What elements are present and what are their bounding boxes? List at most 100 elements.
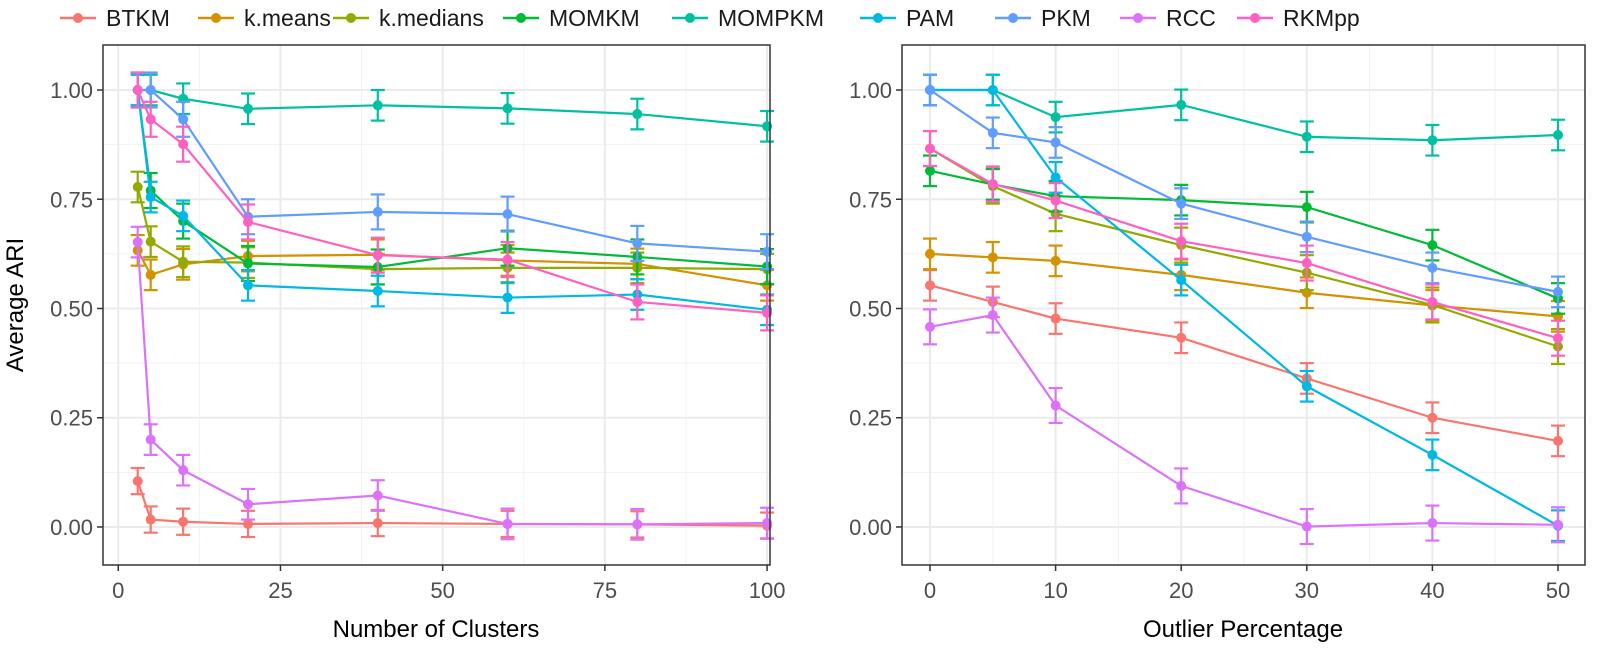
- data-point: [632, 238, 643, 249]
- y-tick-label: 0.75: [50, 187, 93, 212]
- data-point: [502, 254, 513, 265]
- data-point: [1427, 240, 1438, 251]
- y-tick-label: 0.50: [50, 296, 93, 321]
- legend-key-point: [516, 13, 526, 23]
- data-point: [502, 209, 513, 220]
- data-point: [1301, 521, 1312, 532]
- data-point: [1050, 137, 1061, 148]
- data-point: [243, 518, 254, 529]
- x-tick-label: 0: [924, 578, 936, 603]
- legend-label: PKM: [1041, 5, 1091, 31]
- data-point: [925, 143, 936, 154]
- x-axis-title-right: Outlier Percentage: [1143, 616, 1343, 643]
- data-point: [178, 210, 189, 221]
- data-point: [1050, 112, 1061, 123]
- series-MOMKM: [130, 71, 775, 286]
- series-RKMpp: [923, 129, 1565, 357]
- legend-label: k.medians: [379, 5, 484, 31]
- data-point: [1301, 258, 1312, 269]
- data-point: [632, 296, 643, 307]
- data-point: [372, 206, 383, 217]
- data-point: [1301, 131, 1312, 142]
- data-point: [987, 85, 998, 96]
- series-k-medians: [130, 170, 775, 286]
- panel-border: [102, 44, 771, 566]
- legend: BTKM k.means k.medians MOMKM MOMPKM PAM PKM RCC…: [60, 5, 1360, 31]
- data-point: [987, 252, 998, 263]
- data-point: [145, 236, 156, 247]
- x-tick-label: 25: [268, 578, 292, 603]
- series-line: [136, 480, 768, 527]
- data-point: [1301, 381, 1312, 392]
- series-RCC: [923, 296, 1565, 546]
- data-point: [145, 514, 156, 525]
- legend-label: BTKM: [106, 5, 170, 31]
- data-point: [1552, 333, 1563, 344]
- data-point: [145, 85, 156, 96]
- data-point: [132, 237, 143, 248]
- series-RKMpp: [130, 71, 775, 332]
- legend-label: RCC: [1166, 5, 1216, 31]
- data-point: [132, 182, 143, 193]
- legend-key-point: [346, 13, 356, 23]
- x-tick-label: 20: [1169, 578, 1193, 603]
- legend-key-point: [1008, 13, 1018, 23]
- data-point: [1050, 195, 1061, 206]
- data-point: [1176, 480, 1187, 491]
- data-point: [987, 127, 998, 138]
- data-point: [145, 114, 156, 125]
- y-tick-label: 0.50: [849, 296, 892, 321]
- series-MOMPKM: [130, 73, 775, 143]
- y-axis-title: Average ARI: [2, 238, 29, 372]
- series-line: [136, 89, 768, 314]
- legend-key-point: [73, 13, 83, 23]
- data-point: [1552, 130, 1563, 141]
- data-point: [925, 85, 936, 96]
- data-point: [178, 516, 189, 527]
- data-point: [1427, 135, 1438, 146]
- x-tick-label: 40: [1420, 578, 1444, 603]
- data-point: [1301, 202, 1312, 213]
- data-point: [1427, 449, 1438, 460]
- data-point: [243, 258, 254, 269]
- data-point: [1552, 286, 1563, 297]
- x-tick-label: 75: [593, 578, 617, 603]
- data-point: [243, 216, 254, 227]
- data-point: [145, 192, 156, 203]
- data-point: [132, 85, 143, 96]
- data-point: [178, 465, 189, 476]
- data-point: [1050, 255, 1061, 266]
- y-tick-label: 0.00: [50, 515, 93, 540]
- legend-label: PAM: [906, 5, 954, 31]
- data-point: [243, 103, 254, 114]
- legend-label: RKMpp: [1283, 5, 1360, 31]
- panel-border: [901, 44, 1586, 566]
- data-point: [145, 269, 156, 280]
- data-point: [1176, 332, 1187, 343]
- data-point: [243, 499, 254, 510]
- data-point: [502, 292, 513, 303]
- x-tick-label: 10: [1043, 578, 1067, 603]
- legend-key-point: [685, 13, 695, 23]
- data-point: [1427, 412, 1438, 423]
- data-point: [1176, 275, 1187, 286]
- series-line: [137, 88, 768, 128]
- series-PKM: [130, 71, 775, 271]
- x-tick-label: 50: [1546, 578, 1570, 603]
- legend-label: MOMPKM: [718, 5, 824, 31]
- y-tick-label: 0.25: [849, 406, 892, 431]
- data-point: [372, 250, 383, 261]
- legend-key-point: [1250, 13, 1260, 23]
- panel-number-of-clusters: 0.00 0.25 0.50 0.75 1.00 0 25 50 75 100: [50, 44, 785, 603]
- data-point: [1176, 99, 1187, 110]
- data-point: [132, 476, 143, 487]
- x-tick-label: 50: [430, 578, 454, 603]
- data-point: [632, 519, 643, 530]
- data-point: [372, 490, 383, 501]
- x-tick-label: 0: [112, 578, 124, 603]
- series-RCC: [130, 225, 775, 541]
- data-point: [502, 518, 513, 529]
- series-BTKM: [130, 466, 775, 540]
